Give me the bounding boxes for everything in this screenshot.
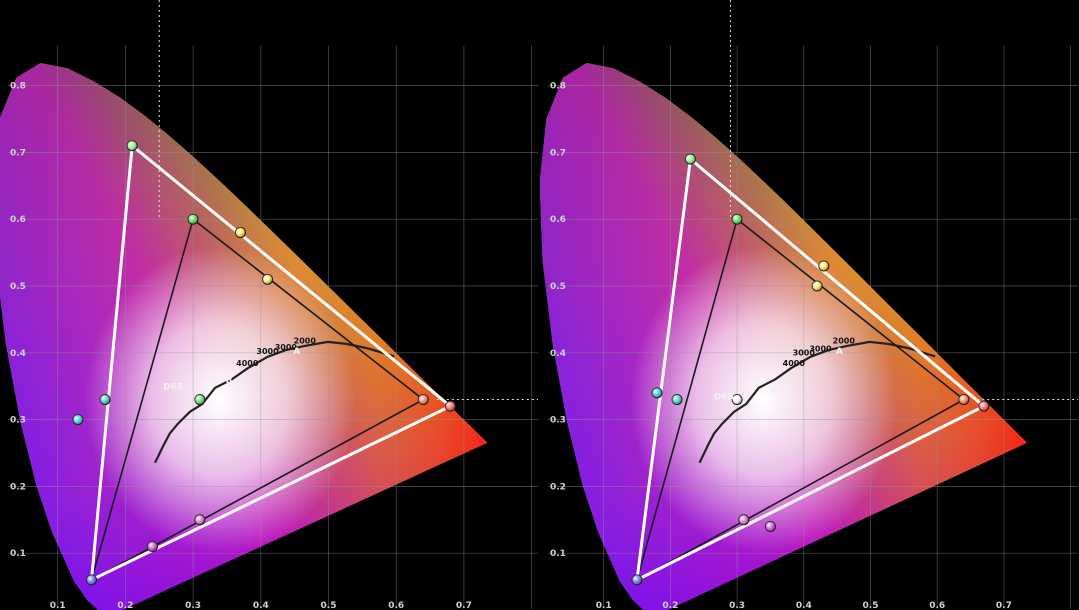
y-tick-label: 0.3 <box>10 416 26 426</box>
data-point <box>731 394 743 406</box>
white-point-label: A <box>836 347 843 357</box>
data-point <box>631 574 643 586</box>
cct-label: 2000 <box>833 336 856 345</box>
y-tick-label: 0.1 <box>550 549 566 559</box>
white-point-label: B <box>769 386 776 396</box>
white-point-label: C <box>744 413 751 423</box>
x-tick-label: 0.7 <box>996 601 1012 610</box>
measured-gamut-triangle <box>89 142 454 583</box>
cct-label: 3000 <box>793 348 816 357</box>
data-point <box>417 394 429 406</box>
data-point <box>671 394 683 406</box>
chromaticity-chart-left: 4000300030002000D65BCA0.10.20.30.40.50.6… <box>0 0 538 610</box>
white-point-label: D65 <box>714 393 734 403</box>
data-point <box>126 140 138 152</box>
data-point <box>146 541 158 553</box>
data-point <box>72 414 84 426</box>
y-tick-label: 0.4 <box>10 349 26 359</box>
cct-label: 2000 <box>294 336 317 345</box>
y-tick-label: 0.6 <box>10 215 26 225</box>
chromaticity-chart-right: 4000300030002000D65BCA0.10.20.30.40.50.6… <box>540 0 1078 610</box>
reference-gamut-triangle <box>635 217 966 582</box>
y-tick-label: 0.2 <box>10 482 26 492</box>
y-tick-label: 0.8 <box>10 82 26 92</box>
data-point <box>86 574 98 586</box>
measured-gamut-triangle <box>635 156 987 583</box>
cct-label: 4000 <box>783 359 806 368</box>
cct-label: 3000 <box>809 344 832 353</box>
data-point <box>262 273 274 285</box>
spectral-locus <box>540 63 1027 610</box>
data-point <box>194 514 206 526</box>
data-point <box>651 387 663 399</box>
y-tick-label: 0.5 <box>550 282 566 292</box>
data-point <box>958 394 970 406</box>
y-tick-label: 0.8 <box>550 82 566 92</box>
x-tick-label: 0.1 <box>596 601 612 610</box>
y-tick-label: 0.4 <box>550 349 566 359</box>
x-tick-label: 0.3 <box>185 601 201 610</box>
x-tick-label: 0.3 <box>729 601 745 610</box>
x-tick-label: 0.2 <box>662 601 678 610</box>
x-tick-label: 0.5 <box>863 601 879 610</box>
planckian-locus <box>698 340 936 464</box>
white-point-label: D65 <box>163 383 183 393</box>
y-tick-label: 0.1 <box>10 549 26 559</box>
x-tick-label: 0.5 <box>321 601 337 610</box>
cct-label: 3000 <box>275 343 298 352</box>
white-point-label: B <box>226 376 233 386</box>
data-point <box>194 394 206 406</box>
data-point <box>764 520 776 532</box>
y-tick-label: 0.2 <box>550 482 566 492</box>
x-tick-label: 0.4 <box>796 601 812 610</box>
data-point <box>731 213 743 225</box>
data-point <box>738 514 750 526</box>
data-point <box>444 400 456 412</box>
y-tick-label: 0.7 <box>550 148 566 158</box>
reference-gamut-triangle <box>90 217 425 582</box>
data-point <box>187 213 199 225</box>
data-point <box>234 227 246 239</box>
spectral-locus <box>0 63 488 610</box>
x-tick-label: 0.6 <box>388 601 404 610</box>
data-point <box>978 400 990 412</box>
y-tick-label: 0.5 <box>10 282 26 292</box>
data-point <box>684 153 696 165</box>
x-tick-label: 0.7 <box>456 601 472 610</box>
x-tick-label: 0.6 <box>929 601 945 610</box>
data-point <box>811 280 823 292</box>
x-tick-label: 0.2 <box>117 601 133 610</box>
data-point <box>818 260 830 272</box>
cct-label: 3000 <box>256 347 279 356</box>
x-tick-label: 0.4 <box>253 601 269 610</box>
white-point-label: A <box>293 347 300 357</box>
y-tick-label: 0.6 <box>550 215 566 225</box>
y-tick-label: 0.3 <box>550 416 566 426</box>
data-point <box>99 394 111 406</box>
white-point-label: C <box>200 410 207 420</box>
x-tick-label: 0.1 <box>50 601 66 610</box>
y-tick-label: 0.7 <box>10 148 26 158</box>
grid <box>8 45 538 609</box>
cct-label: 4000 <box>236 359 259 368</box>
planckian-locus <box>154 340 395 464</box>
